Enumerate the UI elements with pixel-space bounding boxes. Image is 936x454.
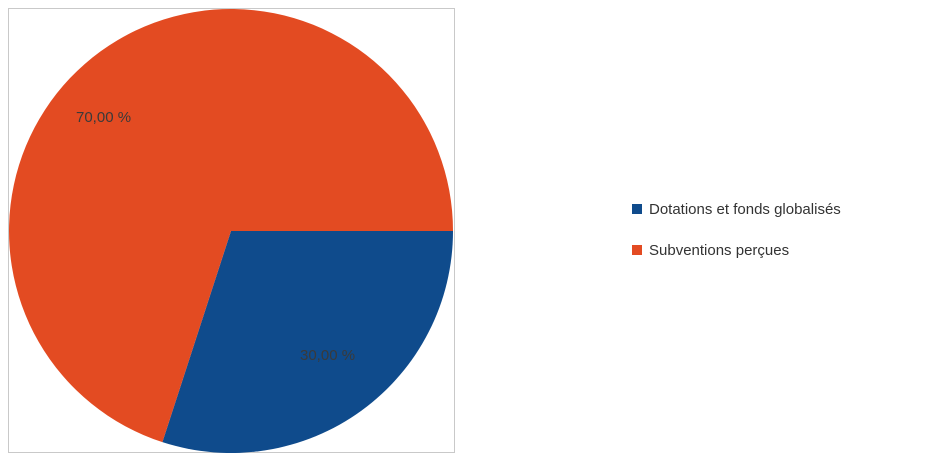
chart-plot-area: 30,00 % 70,00 % xyxy=(8,8,455,453)
legend-item-subventions: Subventions perçues xyxy=(632,240,841,260)
legend-item-dotations: Dotations et fonds globalisés xyxy=(632,199,841,219)
legend-swatch-subventions xyxy=(632,245,642,255)
legend-label-dotations: Dotations et fonds globalisés xyxy=(649,200,841,218)
pie-slice-1 xyxy=(9,9,453,443)
pie-slice-label-1: 70,00 % xyxy=(76,109,131,126)
legend-swatch-dotations xyxy=(632,204,642,214)
pie-slice-label-0: 30,00 % xyxy=(300,347,355,364)
pie-chart: 30,00 % 70,00 % xyxy=(9,9,453,453)
legend-label-subventions: Subventions perçues xyxy=(649,241,790,259)
chart-legend: Dotations et fonds globalisés Subvention… xyxy=(632,199,841,281)
pie-slice-0 xyxy=(162,231,453,453)
